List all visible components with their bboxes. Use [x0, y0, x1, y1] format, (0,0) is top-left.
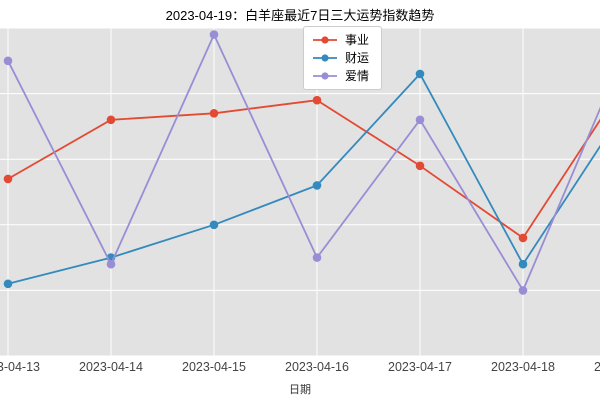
data-point — [3, 174, 13, 184]
legend-item: 事业 — [312, 33, 369, 47]
legend-marker-icon — [313, 72, 337, 80]
data-point — [415, 69, 425, 79]
data-point — [415, 161, 425, 171]
x-tick-label: 2023-04-19 — [594, 360, 600, 374]
x-tick-label: 2023-04-14 — [79, 360, 143, 374]
data-point — [518, 233, 528, 243]
data-point — [209, 220, 219, 230]
data-point — [518, 286, 528, 295]
legend-label: 爱情 — [345, 69, 370, 83]
data-point — [209, 30, 219, 39]
data-point — [3, 279, 13, 289]
x-axis-title: 日期 — [289, 384, 311, 396]
legend-dot — [321, 36, 329, 44]
x-tick-label: 2023-04-17 — [388, 360, 452, 374]
data-point — [209, 109, 219, 118]
data-point — [312, 253, 322, 262]
data-point — [312, 181, 322, 190]
data-point — [518, 259, 528, 269]
x-tick-label: 2023-04-13 — [0, 360, 40, 374]
legend-item: 爱情 — [312, 69, 369, 83]
legend-marker-icon — [313, 54, 337, 62]
data-point — [415, 115, 425, 125]
x-tick-label: 2023-04-15 — [182, 360, 246, 374]
data-point — [106, 259, 116, 269]
legend-label: 事业 — [345, 33, 370, 47]
data-point — [312, 95, 322, 105]
chart-title: 2023-04-19：白羊座最近7日三大运势指数趋势 — [165, 8, 435, 23]
x-tick-label: 2023-04-16 — [285, 360, 349, 374]
legend-label: 财运 — [345, 51, 370, 65]
x-tick-label: 2023-04-18 — [491, 360, 555, 374]
legend-dot — [321, 54, 329, 62]
legend: 事业 财运 爱情 — [303, 26, 383, 90]
data-point — [3, 56, 13, 66]
legend-item: 财运 — [312, 51, 369, 65]
legend-dot — [321, 72, 329, 80]
data-point — [106, 115, 116, 125]
legend-marker-icon — [313, 36, 337, 44]
